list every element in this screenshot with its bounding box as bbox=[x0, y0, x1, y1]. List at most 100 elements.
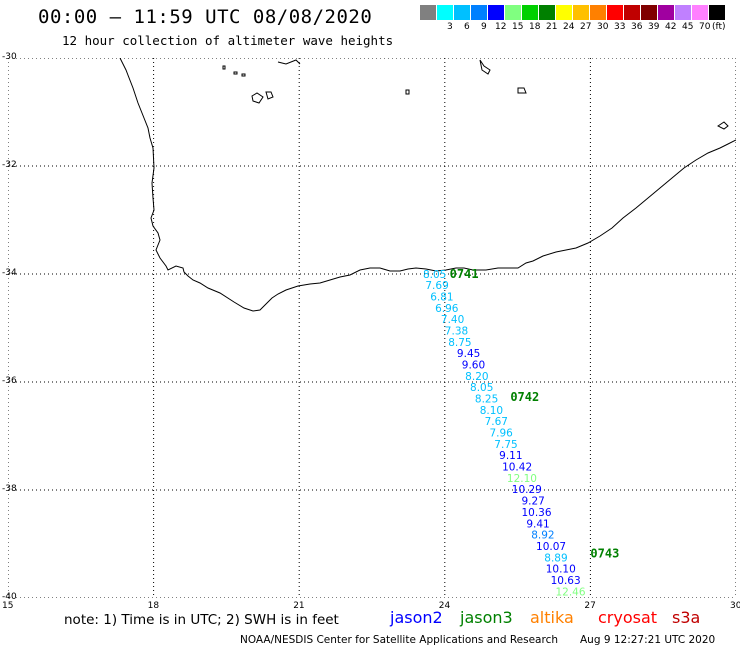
wave-height-value: 9.27 bbox=[521, 496, 544, 508]
pass-time-label: 0742 bbox=[510, 390, 539, 404]
wave-height-value: 7.38 bbox=[445, 325, 468, 337]
color-scale-label: 6 bbox=[464, 22, 470, 32]
color-scale-swatch bbox=[692, 5, 708, 20]
wave-height-value: 10.29 bbox=[512, 484, 542, 496]
wave-height-value: 9.11 bbox=[499, 450, 522, 462]
legend-jason3: jason3 bbox=[460, 608, 513, 627]
color-scale-swatch bbox=[522, 5, 538, 20]
color-scale-swatch bbox=[454, 5, 470, 20]
color-scale-label: 12 bbox=[495, 22, 507, 32]
color-scale-swatch bbox=[573, 5, 589, 20]
color-scale-swatch bbox=[488, 5, 504, 20]
color-scale-label: 21 bbox=[546, 22, 558, 32]
island-8 bbox=[717, 121, 729, 130]
footnote: note: 1) Time is in UTC; 2) SWH is in fe… bbox=[64, 612, 339, 628]
color-scale-swatch bbox=[471, 5, 487, 20]
longitude-tick-label: 24 bbox=[438, 601, 451, 611]
color-scale-swatch bbox=[658, 5, 674, 20]
wave-height-value: 9.60 bbox=[462, 360, 485, 372]
longitude-tick-label: 18 bbox=[147, 601, 160, 611]
island-3 bbox=[251, 91, 274, 104]
color-scale-label: 30 bbox=[597, 22, 609, 32]
island-1 bbox=[222, 65, 226, 70]
color-scale-swatch bbox=[505, 5, 521, 20]
legend-cryosat: cryosat bbox=[598, 608, 658, 627]
color-scale-label: 45 bbox=[682, 22, 694, 32]
latitude-tick-label: -32 bbox=[2, 160, 17, 170]
latitude-tick-label: -30 bbox=[2, 52, 17, 62]
color-scale-label: 9 bbox=[481, 22, 487, 32]
wave-height-value: 7.96 bbox=[489, 428, 513, 440]
longitude-tick-label: 15 bbox=[2, 601, 14, 611]
pass-time-label: 0741 bbox=[450, 267, 479, 281]
island-2 bbox=[233, 71, 246, 77]
wave-height-value: 6.96 bbox=[435, 303, 459, 315]
island-6 bbox=[517, 87, 527, 94]
wave-height-value: 8.25 bbox=[475, 394, 498, 406]
wave-height-value: 7.69 bbox=[425, 280, 448, 292]
color-scale-swatch bbox=[539, 5, 555, 20]
color-scale-swatch bbox=[590, 5, 606, 20]
wave-height-value: 8.10 bbox=[480, 405, 503, 417]
island-7 bbox=[405, 89, 410, 95]
color-scale-label: 15 bbox=[512, 22, 524, 32]
legend-s3a: s3a bbox=[672, 608, 701, 627]
wave-height-value: 10.10 bbox=[546, 564, 576, 576]
wave-height-value: 8.05 bbox=[423, 269, 446, 281]
wave-height-value: 10.42 bbox=[502, 462, 532, 474]
wave-height-value: 12.46 bbox=[555, 586, 585, 598]
coastline bbox=[119, 58, 736, 312]
color-scale-swatch bbox=[556, 5, 572, 20]
color-scale-label: 70 bbox=[699, 22, 711, 32]
wave-height-value: 9.45 bbox=[457, 348, 480, 360]
map-background bbox=[8, 58, 736, 598]
latitude-tick-label: -40 bbox=[2, 592, 17, 602]
wave-height-value: 8.92 bbox=[531, 530, 554, 542]
wave-height-map: 8.057.696.816.967.407.388.759.459.608.20… bbox=[8, 58, 736, 598]
color-scale-swatch bbox=[624, 5, 640, 20]
color-scale-swatch bbox=[641, 5, 657, 20]
wave-height-value: 7.40 bbox=[441, 314, 464, 326]
color-scale-swatch bbox=[437, 5, 453, 20]
color-scale-swatch bbox=[420, 5, 436, 20]
color-scale-swatch bbox=[607, 5, 623, 20]
wave-height-value: 8.05 bbox=[470, 382, 493, 394]
color-scale-label: 24 bbox=[563, 22, 575, 32]
color-scale-swatch bbox=[709, 5, 725, 20]
generation-timestamp: Aug 9 12:27:21 UTC 2020 bbox=[580, 634, 716, 646]
track-values: 8.057.696.816.967.407.388.759.459.608.20… bbox=[423, 269, 590, 598]
latitude-tick-label: -36 bbox=[2, 376, 17, 386]
wave-height-value: 8.75 bbox=[448, 337, 471, 349]
color-scale-label: 33 bbox=[614, 22, 626, 32]
wave-height-value: 6.81 bbox=[430, 291, 453, 303]
map-title: 00:00 – 11:59 UTC 08/08/2020 bbox=[38, 6, 373, 28]
legend-altika: altika bbox=[530, 608, 574, 627]
map-subtitle: 12 hour collection of altimeter wave hei… bbox=[62, 33, 394, 48]
island-4 bbox=[277, 59, 301, 65]
longitude-tick-label: 21 bbox=[293, 601, 305, 611]
graticule bbox=[8, 58, 736, 598]
wave-height-value: 10.63 bbox=[551, 575, 581, 587]
color-scale-label: 27 bbox=[580, 22, 592, 32]
wave-height-value: 9.41 bbox=[526, 518, 549, 530]
longitude-tick-label: 27 bbox=[584, 601, 596, 611]
color-scale-label: 36 bbox=[631, 22, 643, 32]
color-scale-label: 42 bbox=[665, 22, 677, 32]
longitude-tick-label: 30 bbox=[730, 601, 740, 611]
credit-line: NOAA/NESDIS Center for Satellite Applica… bbox=[240, 634, 558, 646]
pass-time-label: 0743 bbox=[590, 547, 619, 561]
track-time-labels: 0741 0742 0743 bbox=[450, 267, 620, 561]
legend-jason2: jason2 bbox=[390, 608, 443, 627]
wave-height-value: 10.07 bbox=[536, 541, 566, 553]
wave-height-value: 7.67 bbox=[485, 416, 508, 428]
color-scale-label: 3 bbox=[447, 22, 453, 32]
island-5 bbox=[479, 59, 491, 75]
color-scale-label: 18 bbox=[529, 22, 541, 32]
color-scale-label: 39 bbox=[648, 22, 660, 32]
wave-height-value: 12.10 bbox=[507, 473, 537, 485]
color-scale-swatch bbox=[675, 5, 691, 20]
wave-height-value: 8.89 bbox=[544, 552, 567, 564]
latitude-tick-label: -38 bbox=[2, 484, 17, 494]
color-scale-unit: (ft) bbox=[712, 22, 726, 32]
wave-height-value: 8.20 bbox=[465, 371, 488, 383]
